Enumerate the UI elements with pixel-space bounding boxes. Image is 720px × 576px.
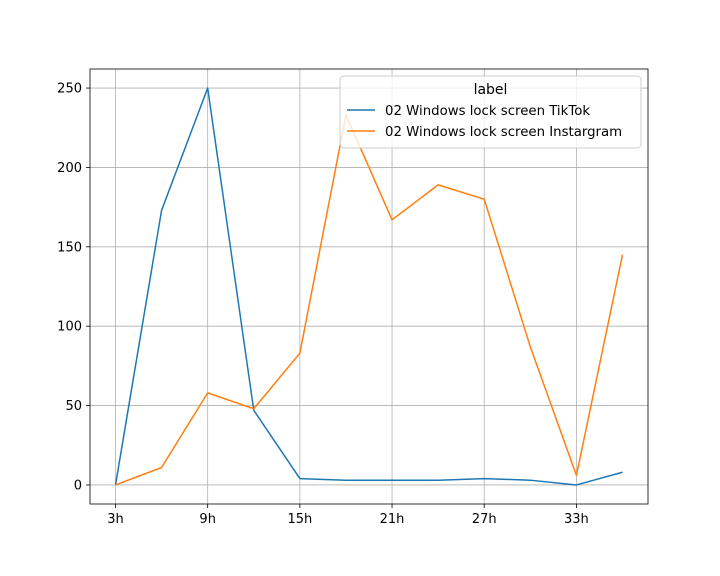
x-tick-label: 33h [564, 512, 589, 527]
series-line-instagram [115, 114, 624, 486]
x-tick-label: 3h [107, 512, 124, 527]
x-tick-label: 15h [287, 512, 312, 527]
legend-box [339, 75, 642, 149]
y-tick-label: 150 [57, 240, 82, 255]
legend-title: label [474, 82, 508, 98]
x-axis: 3h 9h 15h 21h 27h 33h [107, 504, 589, 527]
x-tick-label: 27h [472, 512, 497, 527]
legend-label-instagram: 02 Windows lock screen Instargram [385, 125, 622, 140]
series-line-tiktok [114, 87, 623, 486]
y-tick-label: 250 [57, 82, 82, 97]
y-tick-label: 0 [74, 478, 82, 493]
y-tick-label: 50 [65, 399, 82, 414]
y-axis: 0 50 100 150 200 250 [57, 82, 90, 493]
plot-area-frame [89, 68, 649, 505]
legend: label 02 Windows lock screen TikTok 02 W… [339, 75, 642, 149]
x-tick-label: 21h [380, 512, 405, 527]
series-layer [114, 87, 624, 486]
y-tick-label: 100 [57, 320, 82, 335]
x-tick-label: 9h [199, 512, 216, 527]
legend-label-tiktok: 02 Windows lock screen TikTok [385, 104, 590, 119]
y-tick-label: 200 [57, 161, 82, 176]
